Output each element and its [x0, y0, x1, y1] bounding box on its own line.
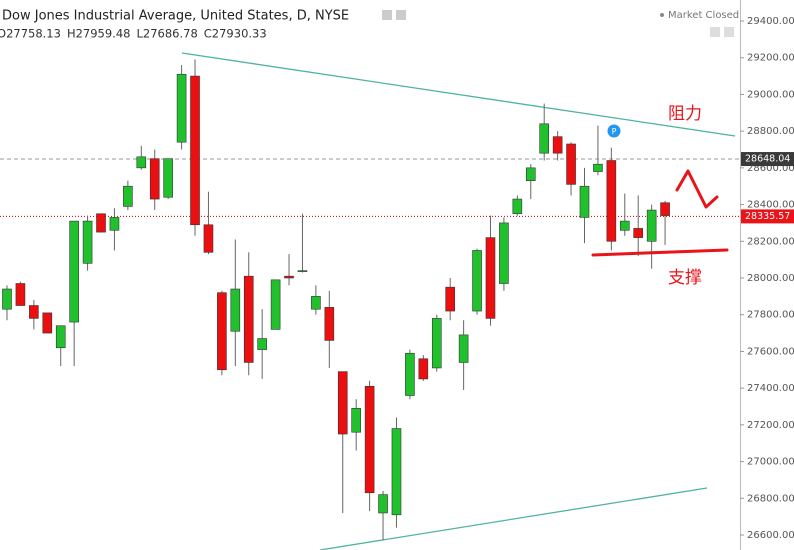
y-tick-label: 28800.00	[747, 126, 794, 137]
resistance-trend-line	[181, 52, 736, 137]
y-tick-label: 28400.00	[747, 200, 794, 211]
y-tick-label: 27800.00	[747, 310, 794, 321]
candle-body	[149, 158, 160, 200]
price-tag-label: 28335.57	[745, 211, 790, 222]
ohlc-key: C	[204, 27, 212, 41]
candle-body	[217, 292, 227, 371]
candle-body	[512, 198, 523, 215]
event-marker-label: P	[612, 127, 617, 136]
ohlc-value: 27758.13	[6, 27, 61, 41]
y-tick-label: 28000.00	[747, 273, 794, 284]
candle-body	[42, 312, 53, 334]
candle-body	[391, 428, 402, 516]
ohlc-value: 27930.33	[212, 27, 267, 41]
candle-body	[445, 286, 455, 312]
candle-body	[69, 220, 79, 323]
event-marker	[607, 124, 621, 138]
candle-body	[405, 352, 415, 396]
candle-body	[324, 307, 335, 341]
y-tick-label: 28200.00	[747, 236, 794, 247]
candle-body	[619, 220, 630, 231]
candle-body	[633, 228, 644, 238]
candle-body	[593, 163, 603, 172]
candle-body	[82, 220, 93, 264]
candle-body	[203, 224, 214, 253]
control-icon[interactable]	[724, 27, 734, 37]
support-stroke	[591, 248, 729, 257]
candle-body	[176, 73, 187, 143]
candle-body	[136, 156, 147, 169]
candle-body	[566, 143, 576, 185]
candle-body	[29, 305, 39, 319]
candle-body	[109, 217, 120, 231]
y-tick-label: 27400.00	[747, 383, 794, 394]
candle-body	[660, 202, 670, 216]
settings-icon[interactable]	[382, 10, 392, 20]
candle-body	[552, 136, 563, 154]
candle-body	[337, 371, 348, 435]
candle-body	[55, 325, 66, 349]
candle-body	[539, 123, 550, 154]
candle-body	[190, 75, 200, 226]
candle-body	[378, 494, 388, 514]
candle-body	[311, 296, 321, 310]
market-status: Market Closed	[668, 10, 739, 21]
candle-body	[351, 408, 361, 433]
support-trend-line	[319, 487, 708, 550]
candle-body	[297, 270, 308, 272]
resistance-label: 阻力	[668, 104, 702, 124]
candle-body	[257, 338, 267, 350]
support-label: 支撑	[668, 268, 702, 288]
candle-body	[284, 275, 294, 279]
ohlc-key: L	[136, 27, 143, 41]
candle-body	[472, 250, 482, 312]
candle-body	[431, 318, 442, 369]
y-tick-label: 28600.00	[747, 163, 794, 174]
candle-body	[15, 283, 26, 306]
price-tag	[741, 152, 794, 167]
chart-title: Dow Jones Industrial Average, United Sta…	[2, 9, 349, 24]
ohlc-key: H	[67, 27, 76, 41]
candle-body	[525, 167, 536, 182]
y-tick-label: 26800.00	[747, 493, 794, 504]
candle-body	[418, 358, 429, 380]
candle-body	[243, 275, 254, 363]
y-tick-label: 26600.00	[747, 530, 794, 541]
candle-body	[2, 288, 12, 310]
candle-body	[364, 386, 375, 494]
control-icon[interactable]	[710, 27, 720, 37]
candle-body	[230, 288, 241, 332]
candle-body	[646, 209, 657, 242]
candle-body	[123, 185, 133, 207]
candle-body	[499, 222, 509, 284]
zigzag-arrow	[675, 169, 719, 209]
settings-icon[interactable]	[396, 10, 406, 20]
candle-body	[485, 237, 496, 319]
candle-body	[163, 158, 173, 198]
candle-body	[606, 160, 617, 242]
y-tick-label: 29400.00	[747, 16, 794, 27]
candle-body	[270, 279, 281, 330]
y-tick-label: 29000.00	[747, 89, 794, 100]
status-dot	[660, 13, 664, 17]
ohlc-value: 27686.78	[143, 27, 198, 41]
candle-body	[458, 334, 469, 363]
candle-body	[579, 185, 590, 218]
ohlc-value: 27959.48	[76, 27, 131, 41]
price-tag	[741, 209, 794, 224]
candle-body	[96, 213, 106, 233]
y-tick-label: 27200.00	[747, 420, 794, 431]
y-tick-label: 27600.00	[747, 346, 794, 357]
y-tick-label: 29200.00	[747, 53, 794, 64]
ohlc-key: O	[0, 27, 6, 41]
y-tick-label: 27000.00	[747, 457, 794, 468]
price-tag-label: 28648.04	[745, 154, 790, 165]
